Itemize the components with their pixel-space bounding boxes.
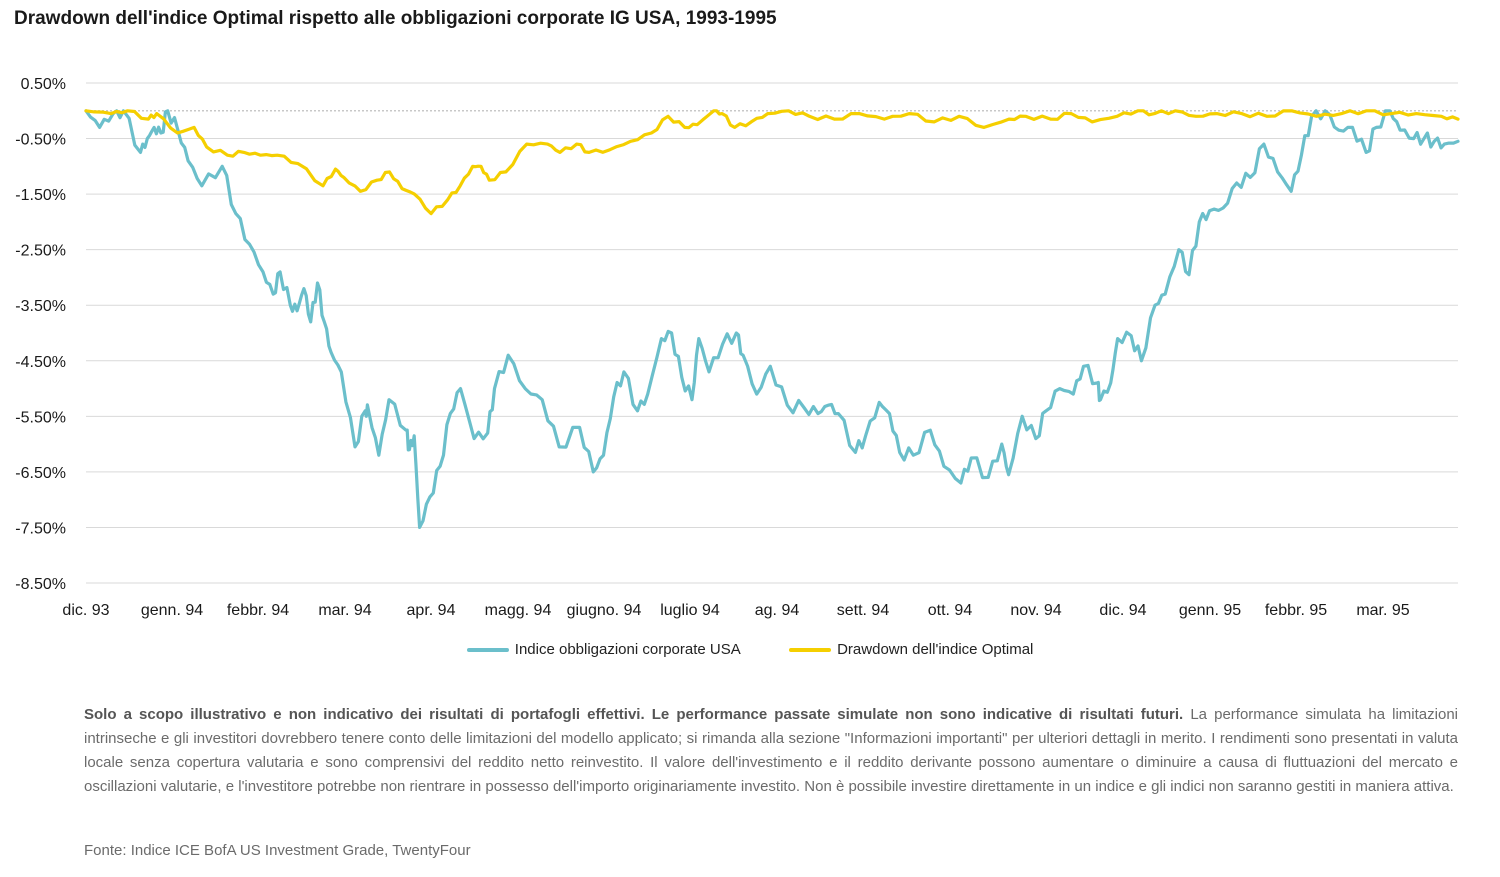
legend-swatch-corporate (466, 648, 509, 653)
x-tick-label: sett. 94 (837, 602, 890, 619)
x-tick-label: febbr. 95 (1265, 602, 1327, 619)
y-tick-label: -0.50% (15, 132, 66, 149)
x-tick-label: magg. 94 (485, 602, 552, 619)
y-tick-label: -1.50% (15, 187, 66, 204)
legend-label-optimal: Drawdown dell'indice Optimal (837, 641, 1034, 658)
x-tick-label: luglio 94 (660, 602, 720, 619)
x-tick-label: dic. 94 (1099, 602, 1146, 619)
y-tick-label: -2.50% (15, 243, 66, 260)
x-tick-label: genn. 95 (1179, 602, 1241, 619)
y-tick-label: -7.50% (15, 520, 66, 537)
x-tick-label: dic. 93 (62, 602, 109, 619)
y-axis-ticks: 0.50% -0.50% -1.50% -2.50% -3.50% -4.50% -5.50… (15, 76, 66, 593)
grid-lines (86, 82, 1458, 584)
x-tick-label: mar. 94 (318, 602, 371, 619)
x-tick-label: febbr. 94 (227, 602, 289, 619)
line-chart: 0.50% -0.50% -1.50% -2.50% -3.50% -4.50% -5.50… (15, 76, 1460, 619)
disclaimer-bold: Solo a scopo illustrativo e non indicati… (84, 706, 1184, 723)
x-tick-label: ag. 94 (755, 602, 800, 619)
x-tick-label: ott. 94 (928, 602, 973, 619)
y-tick-label: -8.50% (15, 576, 66, 593)
x-tick-label: giugno. 94 (567, 602, 642, 619)
y-tick-label: -3.50% (15, 298, 66, 315)
chart-title: Drawdown dell'indice Optimal rispetto al… (14, 8, 777, 29)
legend-swatch-optimal (788, 648, 831, 653)
legend-label-corporate: Indice obbligazioni corporate USA (514, 641, 741, 658)
x-tick-label: mar. 95 (1356, 602, 1409, 619)
disclaimer: Solo a scopo illustrativo e non indicati… (84, 703, 1458, 799)
y-tick-label: 0.50% (21, 76, 66, 93)
legend-item-optimal: Drawdown dell'indice Optimal (788, 641, 1034, 658)
x-tick-label: apr. 94 (407, 602, 456, 619)
y-tick-label: -4.50% (15, 354, 66, 371)
y-tick-label: -5.50% (15, 409, 66, 426)
x-tick-label: nov. 94 (1010, 602, 1061, 619)
disclaimer-text: La performance simulata ha limitazioni i… (84, 706, 1458, 795)
source-note: Fonte: Indice ICE BofA US Investment Gra… (84, 842, 471, 859)
series-lines (84, 109, 1460, 530)
series-line-corporate (84, 109, 1460, 530)
y-tick-label: -6.50% (15, 465, 66, 482)
legend-item-corporate: Indice obbligazioni corporate USA (466, 641, 741, 658)
x-axis-ticks: dic. 93 genn. 94 febbr. 94 mar. 94 apr. 94 ma… (62, 602, 1409, 619)
legend: Indice obbligazioni corporate USA Drawdo… (0, 641, 1500, 658)
x-tick-label: genn. 94 (141, 602, 203, 619)
series-line-optimal (84, 109, 1460, 216)
